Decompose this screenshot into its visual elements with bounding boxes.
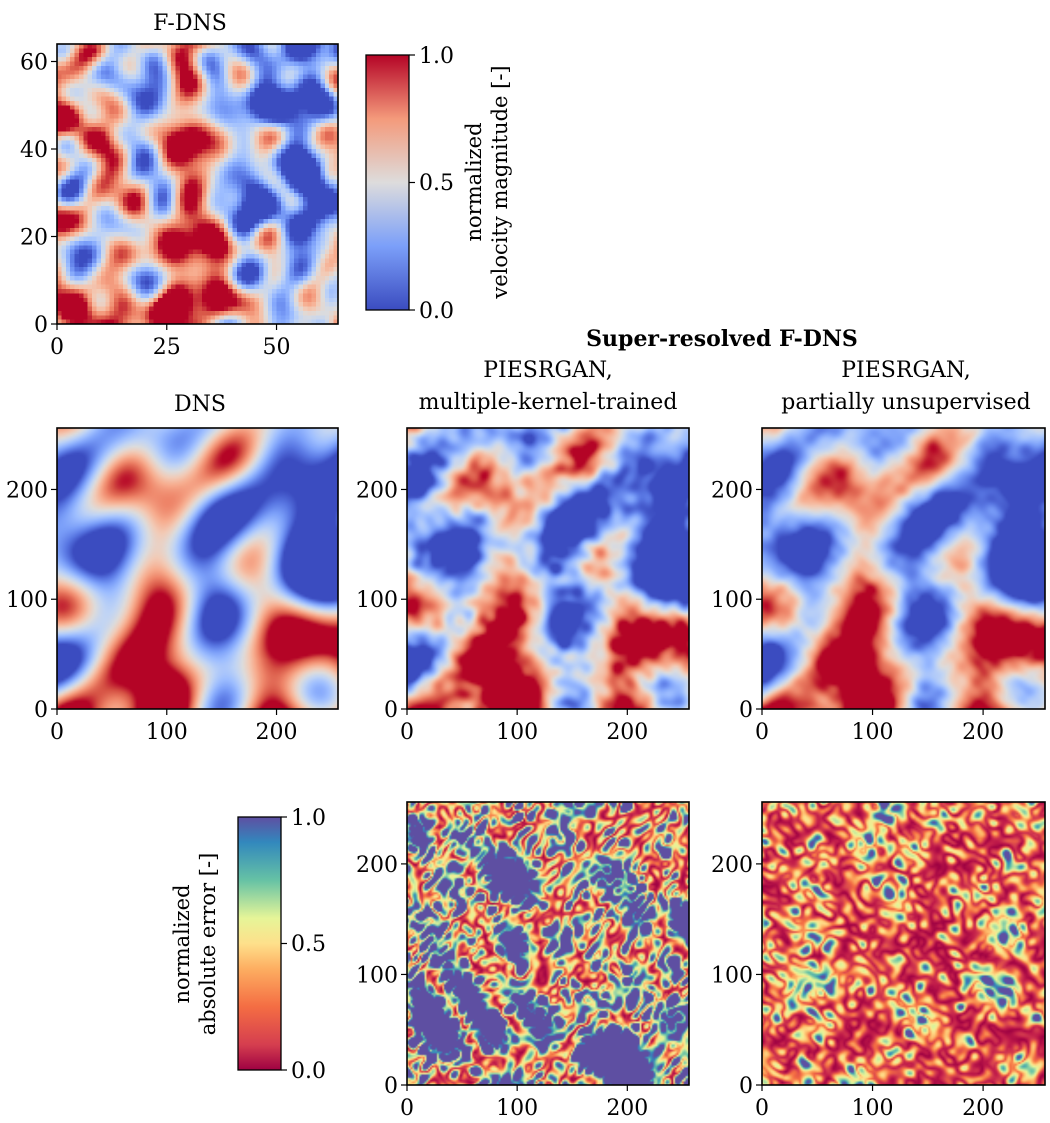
y-tick-label: 200 [356, 853, 398, 878]
x-tick-label: 0 [755, 720, 769, 745]
axes-frame [406, 427, 690, 710]
y-tick-label: 60 [20, 51, 48, 76]
heatmap-image-sr-partial [762, 428, 1045, 709]
x-tick-label: 100 [496, 720, 538, 745]
x-tick-label: 50 [263, 335, 291, 360]
axes-frame [761, 427, 1046, 710]
error-colorbar-tick-min: 0.0 [291, 1059, 326, 1084]
panels: 0 25 50 0 20 40 60 0 100 200 0 100 200 0 100 200 0 100 200… [6, 43, 1046, 1121]
error-colorbar-tick-mid: 0.5 [291, 932, 326, 957]
x-tick-label: 100 [496, 1096, 538, 1121]
panel-sr-partial: 0 100 200 0 100 200 [711, 427, 1046, 745]
heatmap-image-err-partial [762, 802, 1045, 1085]
panel-err-partial: 0 100 200 0 100 200 [711, 801, 1046, 1121]
axes-frame [406, 801, 690, 1086]
panel-sr-multi: 0 100 200 0 100 200 [356, 427, 690, 745]
y-tick-label: 0 [34, 698, 48, 723]
x-tick-label: 100 [852, 1096, 894, 1121]
title-dns: DNS [174, 392, 226, 417]
y-tick-label: 200 [711, 853, 753, 878]
y-tick-label: 100 [711, 588, 753, 613]
heatmap-image-dns [57, 428, 338, 709]
velocity-colorbar-tick-mid: 0.5 [419, 171, 454, 196]
y-tick-label: 200 [6, 478, 48, 503]
x-tick-label: 0 [50, 335, 64, 360]
x-tick-label: 0 [50, 720, 64, 745]
x-tick-label: 200 [962, 720, 1004, 745]
y-tick-label: 100 [356, 588, 398, 613]
heatmap-image-fdns [57, 44, 338, 324]
y-tick-label: 20 [20, 226, 48, 251]
x-tick-label: 0 [755, 1096, 769, 1121]
heatmap-image-err-multi [407, 802, 689, 1085]
velocity-colorbar-label-line1: normalized [462, 122, 486, 241]
y-tick-label: 0 [34, 313, 48, 338]
x-tick-label: 200 [256, 720, 298, 745]
velocity-colorbar: 1.0 0.5 0.0 normalized velocity magnitud… [365, 44, 512, 324]
x-tick-label: 0 [400, 720, 414, 745]
error-colorbar-tick-max: 1.0 [291, 806, 326, 831]
axes-frame [761, 801, 1046, 1086]
y-tick-label: 100 [356, 963, 398, 988]
panel-fdns: 0 25 50 0 20 40 60 [20, 43, 339, 360]
y-tick-label: 40 [20, 138, 48, 163]
y-tick-label: 0 [384, 698, 398, 723]
y-tick-label: 100 [711, 963, 753, 988]
error-colorbar-label-line1: normalized [170, 884, 194, 1003]
error-colorbar: 1.0 0.5 0.0 normalized absolute error [-… [170, 806, 326, 1084]
panel-err-multi: 0 100 200 0 100 200 [356, 801, 690, 1121]
title-sr-multi-line1: PIESRGAN, [483, 358, 613, 383]
axes-frame [56, 427, 339, 710]
x-tick-label: 200 [606, 1096, 648, 1121]
panel-dns: 0 100 200 0 100 200 [6, 427, 339, 745]
y-tick-label: 0 [384, 1074, 398, 1099]
title-sr-partial-line1: PIESRGAN, [841, 358, 971, 383]
x-tick-label: 200 [962, 1096, 1004, 1121]
suptitle: Super-resolved F-DNS [586, 326, 858, 352]
x-tick-label: 100 [852, 720, 894, 745]
y-tick-label: 200 [356, 478, 398, 503]
error-colorbar-gradient [237, 816, 282, 1071]
y-tick-label: 0 [739, 698, 753, 723]
heatmap-image-sr-multi [407, 428, 689, 709]
axes-frame [56, 43, 339, 325]
velocity-colorbar-label-line2: velocity magnitude [-] [488, 65, 512, 299]
y-tick-label: 100 [6, 588, 48, 613]
velocity-colorbar-tick-max: 1.0 [419, 44, 454, 69]
y-tick-label: 200 [711, 478, 753, 503]
error-colorbar-label-line2: absolute error [-] [196, 853, 220, 1036]
x-tick-label: 0 [400, 1096, 414, 1121]
x-tick-label: 25 [153, 335, 181, 360]
title-sr-partial-line2: partially unsupervised [781, 390, 1030, 415]
velocity-colorbar-gradient [365, 54, 410, 311]
x-tick-label: 100 [146, 720, 188, 745]
y-tick-label: 0 [739, 1074, 753, 1099]
x-tick-label: 200 [606, 720, 648, 745]
title-sr-multi-line2: multiple-kernel-trained [419, 390, 678, 415]
velocity-colorbar-tick-min: 0.0 [419, 299, 454, 324]
title-fdns: F-DNS [153, 11, 227, 36]
